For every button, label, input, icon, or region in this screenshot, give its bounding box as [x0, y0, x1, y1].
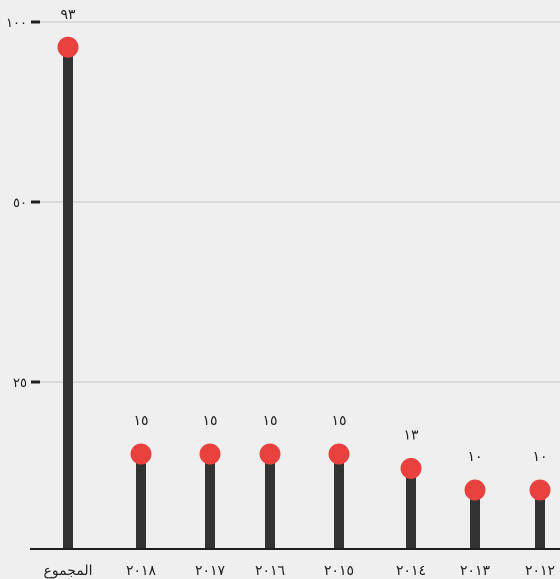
x-axis: المجموع ٢٠١٨ ٢٠١٧ ٢٠١٦ ٢٠١٥ ٢٠١٤ ٢٠١٣ ٢٠١٢: [30, 548, 560, 579]
data-label: ١٠: [532, 449, 547, 465]
data-point: [130, 443, 152, 465]
data-label: ١٠: [467, 449, 482, 465]
data-labels: ٩٣ ١٥ ١٥ ١٥ ١٥ ١٣ ١٠ ١٠: [60, 7, 547, 465]
x-tick-label: ٢٠١٧: [195, 563, 226, 579]
x-tick-label: المجموع: [44, 563, 93, 579]
data-point: [464, 479, 486, 501]
stems: [63, 47, 545, 549]
data-label: ١٥: [133, 413, 148, 429]
data-point: [259, 443, 281, 465]
data-point: [328, 443, 350, 465]
data-label: ١٣: [403, 427, 419, 443]
lollipop-stem: [265, 454, 275, 549]
data-label: ١٥: [262, 413, 277, 429]
data-label: ٩٣: [60, 7, 76, 23]
data-point: [529, 479, 551, 501]
x-tick-label: ٢٠١٣: [460, 563, 491, 579]
x-tick-label: ٢٠١٥: [324, 563, 354, 579]
data-point: [199, 443, 221, 465]
y-tick-label: ٢٥: [13, 376, 27, 391]
lollipop-stem: [63, 47, 73, 549]
lollipop-stem: [535, 490, 545, 549]
x-tick-label: ٢٠١٤: [396, 563, 426, 579]
x-tick-label: ٢٠١٢: [525, 563, 555, 579]
x-tick-label: ٢٠١٨: [126, 563, 157, 579]
data-label: ١٥: [331, 413, 346, 429]
data-point: [57, 36, 79, 58]
lollipop-stem: [406, 468, 416, 549]
lollipop-stem: [205, 454, 215, 549]
lollipop-stem: [136, 454, 146, 549]
x-tick-label: ٢٠١٦: [255, 563, 285, 579]
dots: [57, 36, 551, 501]
lollipop-stem: [470, 490, 480, 549]
grid-layer: [40, 21, 560, 383]
data-point: [400, 457, 422, 479]
y-axis: ١٠٠ ٥٠ ٢٥: [6, 16, 40, 391]
y-tick-label: ٥٠: [13, 196, 27, 211]
data-label: ١٥: [202, 413, 217, 429]
lollipop-stem: [334, 454, 344, 549]
y-tick-label: ١٠٠: [6, 16, 27, 31]
